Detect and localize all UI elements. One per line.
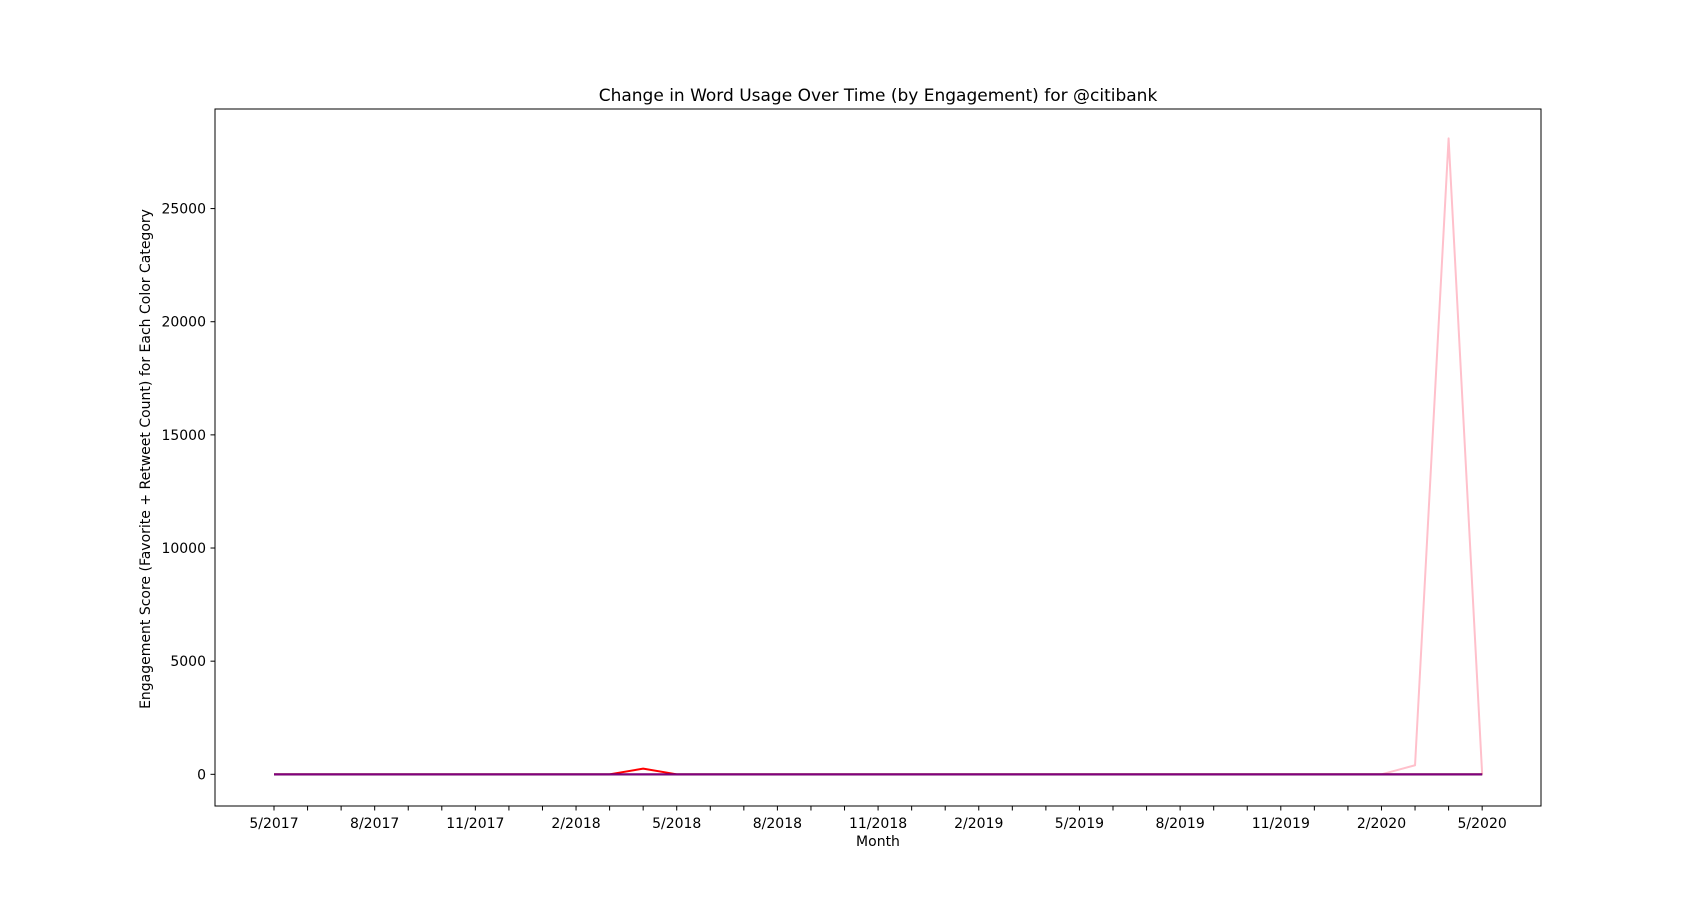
- y-tick-label: 20000: [161, 315, 206, 331]
- series-line-1: [274, 137, 1484, 776]
- x-tick-label: 8/2017: [350, 816, 399, 832]
- x-tick-label: 8/2018: [753, 816, 802, 832]
- x-tick-label: 5/2017: [249, 816, 298, 832]
- x-tick-label: 2/2020: [1357, 816, 1406, 832]
- x-tick-label: 5/2020: [1458, 816, 1507, 832]
- x-tick-label: 11/2018: [849, 816, 907, 832]
- chart-title: Change in Word Usage Over Time (by Engag…: [599, 86, 1158, 106]
- x-tick-label: 5/2019: [1055, 816, 1104, 832]
- ticks-layer: 5/2017 8/2017 11/2017 2/2018 5/2018 8/2018 11/…: [161, 202, 1506, 832]
- y-tick-label: 5000: [170, 654, 206, 670]
- x-tick-label: 2/2018: [551, 816, 600, 832]
- series-layer: [274, 137, 1484, 776]
- x-axis-label: Month: [856, 834, 900, 850]
- x-tick-label: 2/2019: [954, 816, 1003, 832]
- y-tick-label: 25000: [161, 202, 206, 218]
- y-tick-label: 15000: [161, 428, 206, 444]
- y-tick-label: 0: [197, 767, 206, 783]
- x-tick-label: 8/2019: [1155, 816, 1204, 832]
- x-tick-label: 11/2019: [1252, 816, 1310, 832]
- plot-area-frame: [214, 108, 1542, 807]
- y-axis-label: Engagement Score (Favorite + Retweet Cou…: [138, 209, 154, 709]
- y-tick-label: 10000: [161, 541, 206, 557]
- x-tick-label: 11/2017: [446, 816, 504, 832]
- x-tick-label: 5/2018: [652, 816, 701, 832]
